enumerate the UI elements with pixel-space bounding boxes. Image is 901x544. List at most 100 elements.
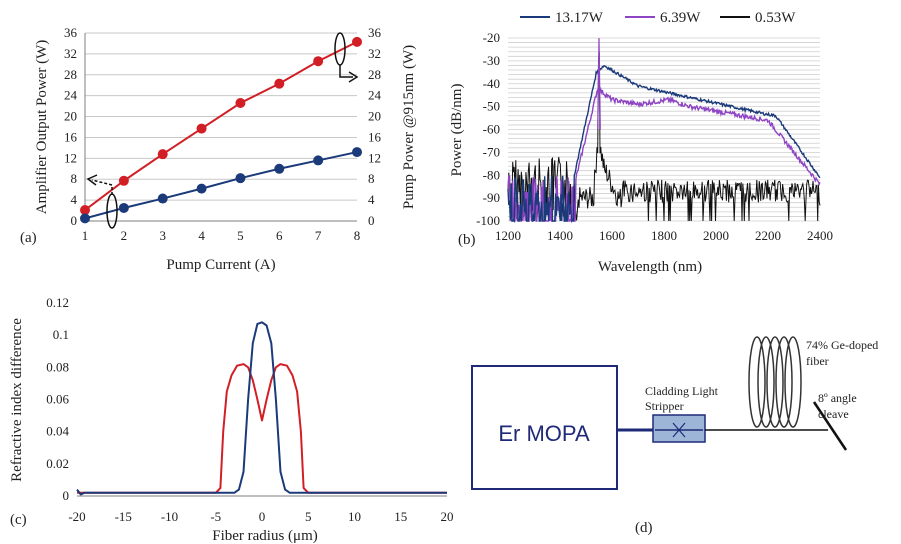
panel-c-x-tick: 20 — [441, 509, 454, 524]
panel-b-y-tick: -30 — [483, 53, 500, 68]
panel-a-x-tick: 4 — [198, 228, 205, 243]
panel-a-y-tick: 4 — [71, 192, 78, 207]
panel-a-data-point — [80, 213, 90, 224]
panel-a-series — [80, 36, 362, 224]
panel-a-data-point — [80, 205, 90, 216]
panel-b-x-tick: 2200 — [755, 228, 781, 243]
panel-a-left-axis-arrow — [91, 179, 113, 195]
panel-b-legend-label: 13.17W — [555, 10, 604, 26]
panel-a-x-tick: 3 — [159, 228, 166, 243]
panel-b-seed-peak — [597, 37, 601, 130]
panel-a-x-axis-label: Pump Current (A) — [166, 257, 275, 273]
panel-b-series-13-17w — [507, 65, 821, 223]
cleave-label-line-1: 8º angle — [818, 391, 857, 405]
panel-a-y-tick: 24 — [64, 88, 78, 103]
panel-a-y2-axis-label: Pump Power @915nm (W) — [401, 45, 417, 209]
cladding-light-stripper-box — [652, 414, 706, 443]
fiber-coil-icon — [748, 336, 802, 428]
panel-b-chart: -20 -30 -40 -50 -60 -70 -80 -90 -100 1200 1400 160… — [449, 10, 833, 275]
panel-c-series-line-0 — [77, 363, 447, 494]
panel-b-tag: (b) — [458, 232, 476, 248]
panel-d-tag: (d) — [635, 520, 653, 536]
panel-a-x-tick: 6 — [276, 228, 283, 243]
panel-c-y-tick: 0.1 — [53, 327, 69, 342]
panel-a-data-point — [352, 36, 362, 47]
panel-a-y2-tick: 0 — [368, 213, 375, 228]
panel-a-x-tick: 8 — [354, 228, 361, 243]
panel-c-y-tick: 0.12 — [46, 295, 69, 310]
stripper-label-line-2: Stripper — [645, 399, 684, 413]
panel-a-right-axis-arrow — [339, 65, 353, 78]
panel-a-y-tick: 8 — [71, 171, 78, 186]
panel-c-x-tick: 0 — [259, 509, 266, 524]
panel-b-y-axis-label: Power (dB/nm) — [449, 84, 465, 177]
panel-b-x-tick: 1200 — [495, 228, 521, 243]
panel-b-legend-label: 6.39W — [660, 10, 701, 26]
panel-a-data-point — [313, 56, 324, 67]
panel-c-x-tick: -20 — [68, 509, 85, 524]
angle-cleave-mark — [812, 401, 848, 451]
panel-b-x-tick: 2400 — [807, 228, 833, 243]
panel-b-y-tick: -70 — [483, 144, 500, 159]
fiber-label-line-1: 74% Ge-doped — [806, 338, 878, 352]
panel-a-y-tick: 32 — [64, 46, 77, 61]
panel-c-x-tick: -10 — [161, 509, 178, 524]
panel-a-y2-tick: 12 — [368, 150, 381, 165]
panel-b-series — [507, 37, 821, 224]
panel-a-data-point — [196, 123, 207, 134]
panel-a-data-point — [157, 193, 168, 204]
panel-a-data-point — [235, 97, 246, 108]
stripper-cross-icon — [672, 422, 686, 438]
panel-c-y-tick: 0.04 — [46, 424, 69, 439]
panel-a-series-line-0 — [84, 40, 358, 211]
panel-a-x-tick: 1 — [82, 228, 89, 243]
panel-c-x-tick: 5 — [305, 509, 312, 524]
panel-c-chart: 0 0.02 0.04 0.06 0.08 0.1 0.12 -20 -15 -10 -5 0 5 10… — [9, 295, 454, 544]
panel-c-y-tick: 0 — [63, 488, 70, 503]
panel-a-y-tick: 28 — [64, 67, 77, 82]
panel-c-y-axis-label: Refractive index difference — [9, 318, 25, 482]
panel-a-y-tick: 0 — [71, 213, 78, 228]
cleave-label-line-2: cleave — [818, 407, 849, 421]
panel-a-x-tick: 7 — [315, 228, 322, 243]
panel-a-data-point — [118, 175, 129, 186]
panel-a-x-tick: 5 — [237, 228, 244, 243]
panel-a-y-tick: 20 — [64, 109, 77, 124]
er-mopa-box — [471, 365, 618, 490]
panel-c-x-axis-label: Fiber radius (μm) — [212, 528, 318, 544]
panel-b-x-tick: 1400 — [547, 228, 573, 243]
panel-a-x-tick-labels: 1 2 3 4 5 6 7 8 — [82, 228, 361, 243]
fiber-label-line-2: fiber — [806, 354, 829, 368]
panel-b-x-tick: 1800 — [651, 228, 677, 243]
panel-a-right-arrowhead — [348, 71, 359, 83]
panel-b-y-tick: -80 — [483, 167, 500, 182]
panel-a-y2-tick: 24 — [368, 88, 382, 103]
panel-a-data-point — [274, 163, 285, 174]
panel-b-x-tick: 1600 — [599, 228, 625, 243]
panel-a-y2-tick: 36 — [368, 25, 382, 40]
panel-a-data-point — [313, 155, 324, 166]
panel-b-x-tick-labels: 1200 1400 1600 1800 2000 2200 2400 — [495, 228, 833, 243]
panel-b-legend-label: 0.53W — [755, 10, 796, 26]
panel-a-y-tick-labels: 0 4 8 12 16 20 24 28 32 36 — [64, 25, 78, 228]
panel-c-x-tick: 15 — [394, 509, 407, 524]
panel-b-gridlines — [508, 37, 820, 222]
panel-a-series-line-1 — [84, 151, 358, 220]
panel-c-y-tick: 0.08 — [46, 359, 69, 374]
panel-a-data-point — [118, 202, 129, 213]
panel-d-setup-diagram: Er MOPA Cladding Light Stripper 74% Ge-d… — [471, 336, 878, 536]
panel-a-data-point — [196, 183, 207, 194]
panel-a-y-tick: 12 — [64, 150, 77, 165]
panel-c-y-tick: 0.06 — [46, 392, 69, 407]
panel-b-y-tick-labels: -20 -30 -40 -50 -60 -70 -80 -90 -100 — [476, 30, 500, 228]
panel-a-y2-tick: 4 — [368, 192, 375, 207]
panel-c-series-line-1 — [76, 321, 447, 496]
er-mopa-label: Er MOPA — [498, 421, 590, 446]
panel-a-y2-tick: 32 — [368, 46, 381, 61]
panel-a-tag: (a) — [20, 230, 37, 246]
panel-a-y-tick: 36 — [64, 25, 78, 40]
panel-a-y-tick: 16 — [64, 129, 78, 144]
panel-b-y-tick: -60 — [483, 122, 500, 137]
panel-a-data-point — [352, 147, 362, 158]
